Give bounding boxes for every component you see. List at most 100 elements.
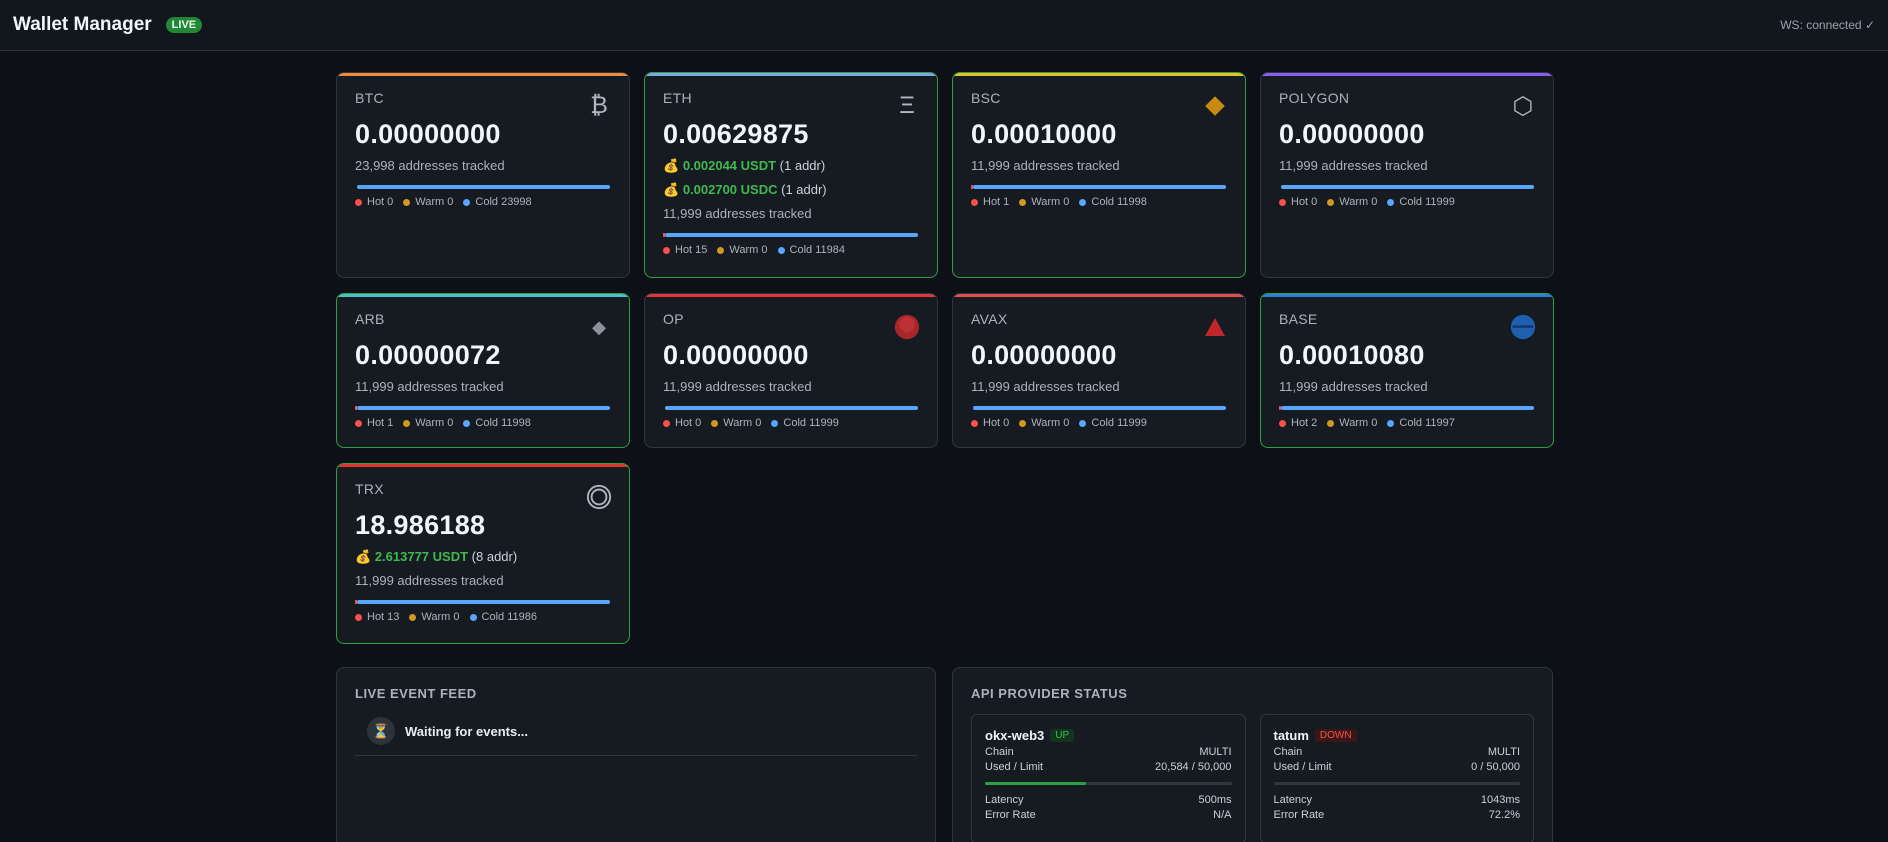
legend-warm-label: Warm 0 [415, 196, 454, 208]
card-accent-line [645, 294, 937, 297]
bitcoin-icon: ₿ [590, 92, 608, 119]
temperature-bar [355, 600, 610, 604]
legend-cold: Cold 11997 [1387, 417, 1455, 429]
ethereum-icon: Ξ [899, 92, 915, 119]
chain-card-trx[interactable]: TRX 18.986188 💰 2.613777 USDT (8 addr) 11,9… [336, 463, 630, 644]
provider-latency-label: Latency [1273, 794, 1313, 806]
addresses-tracked: 11,999 addresses tracked [355, 379, 504, 394]
balance-amount: 0.00629875 [663, 119, 809, 149]
temperature-bar-hot-segment [355, 600, 357, 604]
chain-card-polygon[interactable]: POLYGON ⬡ 0.00000000 11,999 addresses track… [1260, 72, 1554, 278]
chain-card-grid: BTC ₿ 0.00000000 23,998 addresses tracked Ho… [336, 72, 1554, 644]
money-bag-icon: 💰 [663, 158, 680, 173]
provider-error-rate: Error Rate 72.2% [1274, 809, 1521, 821]
provider-latency: Latency 500ms [985, 794, 1232, 806]
legend-cold-label: Cold 11999 [1091, 417, 1147, 429]
temperature-bar-hot-segment [355, 406, 357, 410]
legend-warm-label: Warm 0 [415, 417, 454, 429]
provider-error-rate: Error Rate N/A [985, 809, 1232, 821]
provider-card-tatum[interactable]: tatum DOWN Chain MULTI Used / Limit 0 / 50,00… [1259, 714, 1534, 842]
provider-error-rate-label: Error Rate [1273, 809, 1325, 821]
money-bag-icon: 💰 [663, 182, 680, 197]
hot-dot-icon [1279, 419, 1286, 427]
legend-hot: Hot 0 [663, 417, 701, 429]
legend-cold: Cold 11984 [777, 244, 845, 256]
provider-chain-value: MULTI [1199, 746, 1232, 758]
temperature-legend: Hot 1 Warm 0 Cold 11998 [355, 417, 611, 429]
addresses-tracked: 11,999 addresses tracked [971, 158, 1120, 173]
temperature-legend: Hot 15 Warm 0 Cold 11984 [663, 244, 919, 256]
legend-warm-label: Warm 0 [1339, 196, 1378, 208]
legend-warm-label: Warm 0 [1031, 196, 1070, 208]
feed-placeholder-row: ⏳ Waiting for events... [355, 717, 917, 756]
hot-dot-icon [971, 419, 978, 427]
cold-dot-icon [463, 198, 471, 206]
hot-dot-icon [355, 198, 362, 206]
hot-dot-icon [355, 419, 362, 427]
optimism-circle-icon [894, 314, 920, 340]
usage-progress-bar [1273, 782, 1520, 785]
balance-amount: 0.00000000 [663, 340, 809, 370]
temperature-bar [357, 185, 610, 189]
chain-card-op[interactable]: OP 0.00000000 11,999 addresses tracked Hot … [644, 293, 938, 448]
legend-cold-label: Cold 11999 [783, 417, 839, 429]
chain-name: OP [663, 311, 684, 327]
provider-chain: Chain MULTI [1274, 746, 1521, 758]
temperature-bar [663, 233, 918, 237]
temperature-legend: Hot 13 Warm 0 Cold 11986 [355, 611, 611, 623]
legend-cold-label: Cold 11986 [481, 611, 537, 623]
card-accent-line [337, 464, 629, 467]
chain-name: BASE [1279, 311, 1318, 327]
legend-warm-label: Warm 0 [421, 611, 460, 623]
legend-hot: Hot 2 [1279, 417, 1317, 429]
cold-dot-icon [771, 419, 779, 427]
tron-ring-icon [586, 484, 612, 510]
legend-hot-label: Hot 0 [983, 417, 1010, 429]
provider-usage: Used / Limit 0 / 50,000 [1274, 761, 1521, 773]
provider-chain-label: Chain [1273, 746, 1303, 758]
card-accent-line [337, 294, 629, 297]
warm-dot-icon [1327, 198, 1335, 206]
legend-warm: Warm 0 [1019, 196, 1069, 208]
chain-name: BSC [971, 90, 1001, 106]
provider-usage-value: 20,584 / 50,000 [1155, 761, 1232, 773]
top-bar: Wallet Manager LIVE WS: connected ✓ [0, 0, 1888, 51]
chain-card-btc[interactable]: BTC ₿ 0.00000000 23,998 addresses tracked Ho… [336, 72, 630, 278]
legend-warm: Warm 0 [711, 417, 761, 429]
chain-name: POLYGON [1279, 90, 1350, 106]
warm-dot-icon [1327, 419, 1335, 427]
chain-card-base[interactable]: BASE 0.00010080 11,999 addresses tracked Ho… [1260, 293, 1554, 448]
legend-hot-label: Hot 13 [367, 611, 400, 623]
provider-latency: Latency 1043ms [1274, 794, 1521, 806]
chain-card-arb[interactable]: ARB ◆ 0.00000072 11,999 addresses tracked Ho… [336, 293, 630, 448]
balance-amount: 0.00000072 [355, 340, 501, 370]
token-addr-count: (8 addr) [471, 549, 518, 564]
bnb-diamond-icon [1202, 93, 1228, 119]
legend-warm: Warm 0 [1327, 417, 1377, 429]
chain-card-bsc[interactable]: BSC 0.00010000 11,999 addresses tracked Hot… [952, 72, 1246, 278]
addresses-tracked: 11,999 addresses tracked [1279, 379, 1428, 394]
cold-dot-icon [1387, 198, 1395, 206]
legend-cold: Cold 11998 [1079, 196, 1147, 208]
card-accent-line [1261, 294, 1553, 297]
provider-name: tatum [1273, 728, 1309, 743]
legend-warm-label: Warm 0 [1031, 417, 1070, 429]
warm-dot-icon [1019, 419, 1027, 427]
chain-card-eth[interactable]: ETH Ξ 0.00629875 💰 0.002044 USDT (1 addr) 💰 … [644, 72, 938, 278]
chain-card-avax[interactable]: AVAX 0.00000000 11,999 addresses tracked Ho… [952, 293, 1246, 448]
legend-warm: Warm 0 [403, 417, 453, 429]
hexagon-icon: ⬡ [1512, 92, 1534, 120]
cold-dot-icon [777, 246, 785, 254]
provider-card-okx-web3[interactable]: okx-web3 UP Chain MULTI Used / Limit 20,584 /… [971, 714, 1246, 842]
chain-name: BTC [355, 90, 384, 106]
provider-status-badge: UP [1050, 729, 1075, 742]
card-accent-line [337, 73, 629, 76]
legend-cold-label: Cold 11997 [1399, 417, 1455, 429]
legend-warm-label: Warm 0 [723, 417, 762, 429]
cold-dot-icon [1387, 419, 1395, 427]
balance-amount: 0.00000000 [1279, 119, 1425, 149]
legend-hot: Hot 15 [663, 244, 707, 256]
balance-amount: 0.00000000 [355, 119, 501, 149]
token-balance-line: 💰 0.002044 USDT (1 addr) [663, 158, 919, 174]
token-addr-count: (1 addr) [779, 158, 826, 173]
